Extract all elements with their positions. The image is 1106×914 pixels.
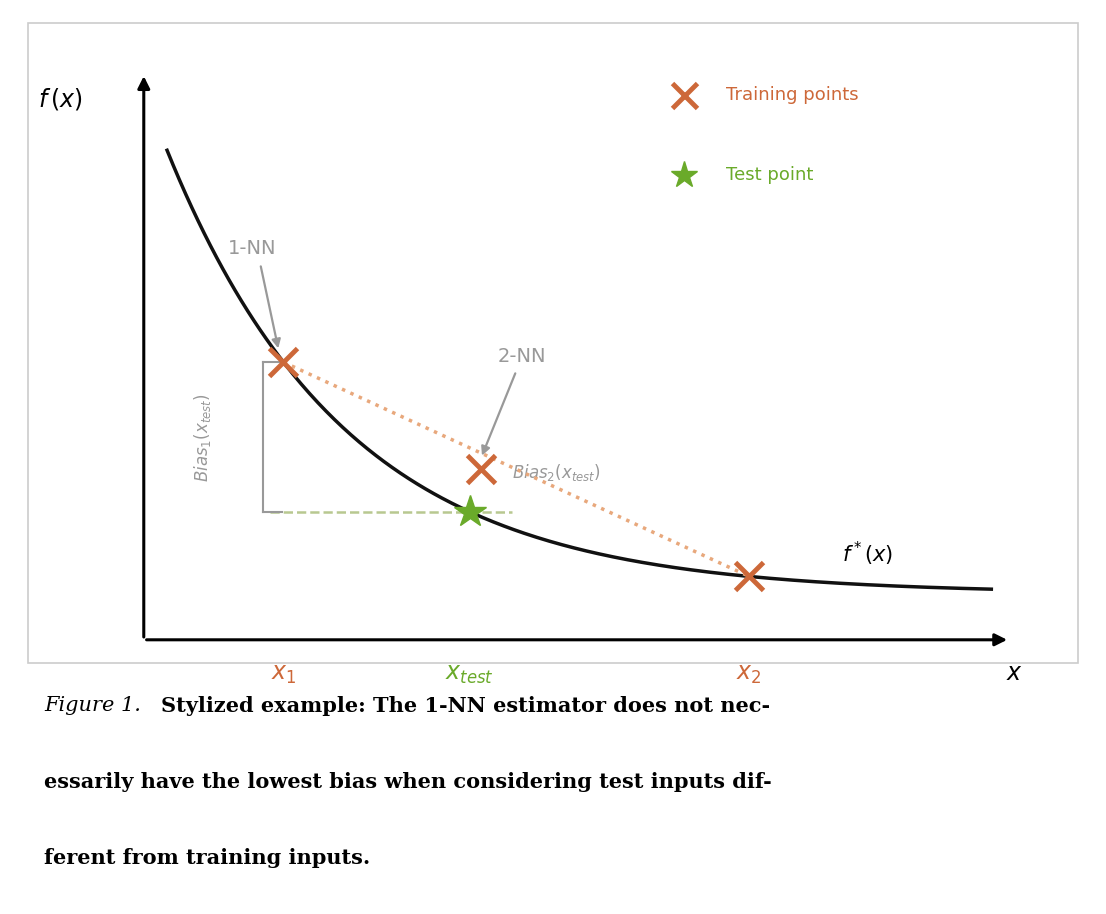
Text: Stylized example: The 1-NN estimator does not nec-: Stylized example: The 1-NN estimator doe… [161,696,771,716]
Text: $Bias_2(x_{test})$: $Bias_2(x_{test})$ [512,462,601,483]
Text: $x_{test}$: $x_{test}$ [446,663,494,686]
Text: essarily have the lowest bias when considering test inputs dif-: essarily have the lowest bias when consi… [44,771,772,792]
Text: Test point: Test point [726,166,813,184]
Text: $f\,(x)$: $f\,(x)$ [38,86,82,112]
Text: $x_2$: $x_2$ [737,663,762,686]
Text: $x$: $x$ [1006,662,1023,685]
Text: 2-NN: 2-NN [498,346,546,366]
Text: 1-NN: 1-NN [228,239,276,259]
Text: ferent from training inputs.: ferent from training inputs. [44,848,371,867]
Text: Figure 1.: Figure 1. [44,696,142,715]
Text: $x_1$: $x_1$ [271,663,296,686]
Text: Training points: Training points [726,86,858,104]
Text: $Bias_1(x_{test})$: $Bias_1(x_{test})$ [192,392,213,482]
Text: $f^*(x)$: $f^*(x)$ [843,539,894,568]
